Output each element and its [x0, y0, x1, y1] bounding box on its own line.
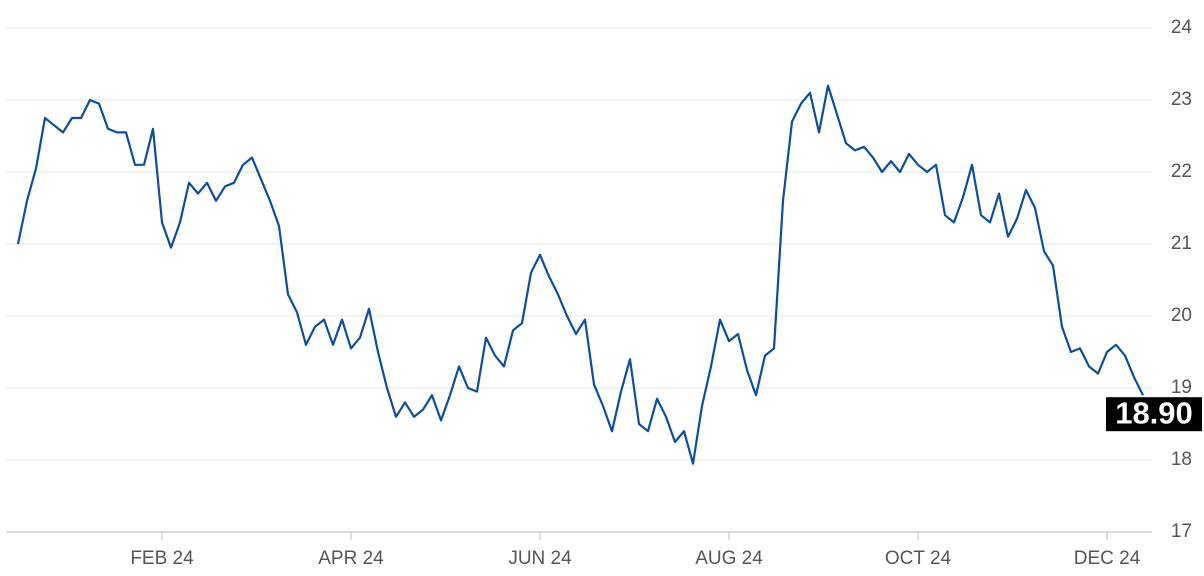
- x-tick-label: OCT 24: [885, 548, 952, 569]
- y-tick-label: 18: [1171, 449, 1192, 470]
- y-tick-label: 23: [1171, 89, 1192, 110]
- x-tick-label: FEB 24: [130, 548, 194, 569]
- price-line: [16, 84, 1144, 465]
- x-tick-label: JUN 24: [508, 548, 572, 569]
- y-tick-label: 19: [1171, 377, 1192, 398]
- y-tick-label: 20: [1171, 305, 1192, 326]
- y-tick-label: 21: [1171, 233, 1192, 254]
- x-tick-label: DEC 24: [1074, 548, 1141, 569]
- y-tick-label: 17: [1171, 521, 1192, 542]
- x-tick-label: AUG 24: [695, 548, 763, 569]
- last-value-badge: [1106, 397, 1202, 432]
- y-tick-label: 22: [1171, 161, 1192, 182]
- y-tick-label: 24: [1171, 17, 1193, 38]
- x-tick-label: APR 24: [318, 548, 384, 569]
- last-value-label: 18.90: [1115, 395, 1193, 430]
